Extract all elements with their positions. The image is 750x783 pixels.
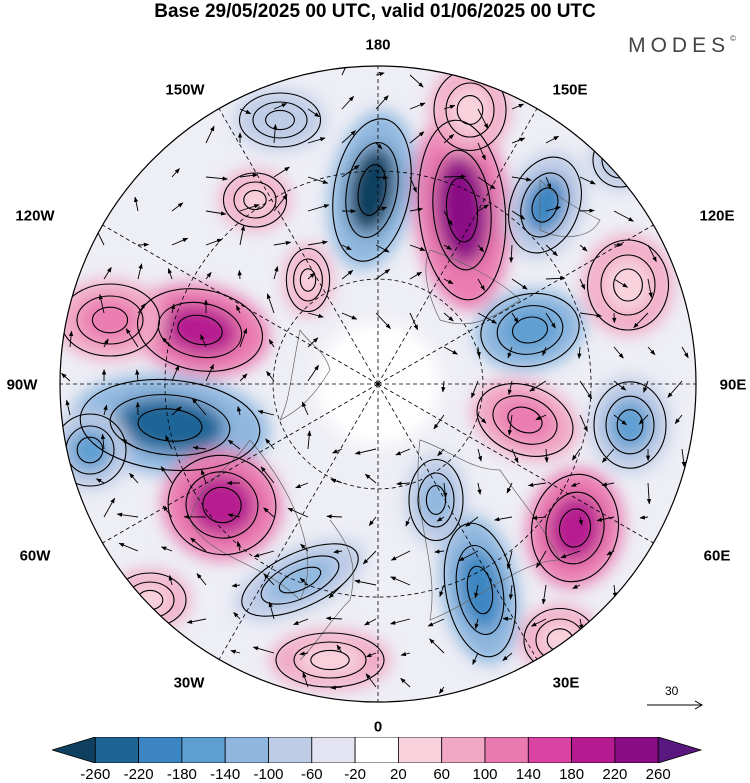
lon-label-120e: 120E	[699, 207, 735, 225]
colorbar-tick-label: -180	[166, 766, 197, 783]
logo-copyright-mark: ©	[730, 34, 736, 43]
lon-label-150e: 150E	[552, 81, 588, 99]
colorbar-tick-label: 220	[602, 766, 628, 783]
lon-label-150w: 150W	[165, 81, 205, 99]
map-title: Base 29/05/2025 00 UTC, valid 01/06/2025…	[154, 1, 596, 22]
colorbar-tick-label: 60	[433, 766, 451, 783]
colorbar-segment	[138, 737, 183, 763]
reference-vector-arrow	[647, 700, 704, 710]
colorbar-segment	[657, 737, 702, 763]
reference-vector-label: 30	[665, 684, 679, 698]
colorbar-segment	[397, 737, 443, 763]
colorbar-segment	[181, 737, 226, 763]
colorbar-segment	[614, 737, 659, 763]
colorbar-segment	[311, 737, 356, 763]
lon-label-90w: 90W	[6, 376, 38, 394]
lon-label-120w: 120W	[15, 207, 55, 225]
coastlines	[189, 179, 601, 661]
colorbar	[52, 737, 702, 763]
colorbar-segment	[441, 737, 486, 763]
colorbar-tick-label: -60	[300, 766, 323, 783]
colorbar-tick-label: -140	[210, 766, 241, 783]
colorbar-segment	[571, 737, 616, 763]
colorbar-tick-label: -100	[253, 766, 284, 783]
lon-label-180: 180	[365, 36, 391, 54]
colorbar-tick-label: 140	[515, 766, 541, 783]
height-contours	[60, 68, 670, 688]
colorbar-tick-label: 20	[390, 766, 407, 783]
colorbar-tick-label: 100	[472, 766, 498, 783]
wind-vectors	[61, 66, 689, 694]
lon-label-90e: 90E	[719, 376, 747, 394]
lon-label-30w: 30W	[173, 674, 205, 692]
colorbar-segment	[354, 737, 399, 763]
colorbar-tick-label: -260	[80, 766, 111, 783]
colorbar-segment	[52, 737, 96, 763]
lon-label-30e: 30E	[552, 674, 580, 692]
graticule	[60, 66, 696, 702]
colorbar-segment	[527, 737, 572, 763]
colorbar-segment	[484, 737, 529, 763]
lon-label-0: 0	[373, 718, 383, 736]
lon-label-60w: 60W	[19, 547, 51, 565]
colorbar-tick-label: -20	[344, 766, 366, 783]
modes-logo: MODES©	[628, 34, 736, 58]
colorbar-tick-label: -220	[123, 766, 154, 783]
colorbar-segment	[224, 737, 269, 763]
lon-label-60e: 60E	[703, 547, 731, 565]
colorbar-segment	[94, 737, 139, 763]
logo-text: MODES	[628, 34, 731, 57]
colorbar-tick-label: 180	[559, 766, 585, 783]
colorbar-segment	[268, 737, 313, 763]
map-border	[59, 65, 697, 703]
colorbar-tick-label: 260	[645, 766, 671, 783]
